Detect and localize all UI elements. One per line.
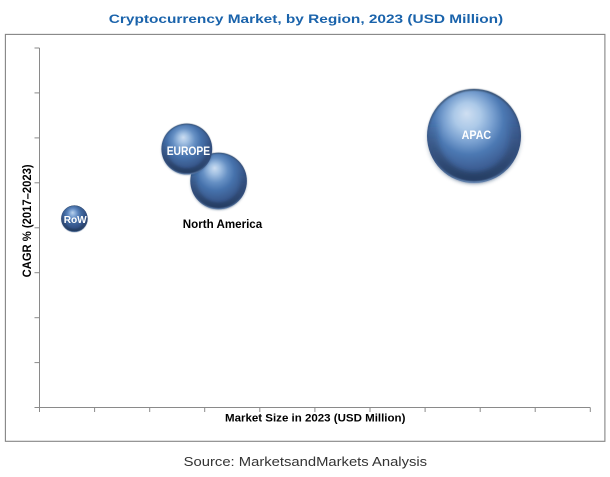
svg-text:Market Size in 2023 (USD Milli: Market Size in 2023 (USD Million) — [225, 412, 406, 424]
svg-text:CAGR % (2017–2023): CAGR % (2017–2023) — [22, 164, 34, 277]
svg-text:APAC: APAC — [462, 130, 492, 142]
svg-text:North America: North America — [183, 219, 263, 231]
svg-text:Cryptocurrency Market, by Regi: Cryptocurrency Market, by Region, 2023 (… — [109, 12, 503, 26]
svg-text:EUROPE: EUROPE — [167, 144, 210, 158]
svg-text:Source: MarketsandMarkets Anal: Source: MarketsandMarkets Analysis — [184, 454, 428, 469]
svg-text:RoW: RoW — [64, 215, 87, 226]
